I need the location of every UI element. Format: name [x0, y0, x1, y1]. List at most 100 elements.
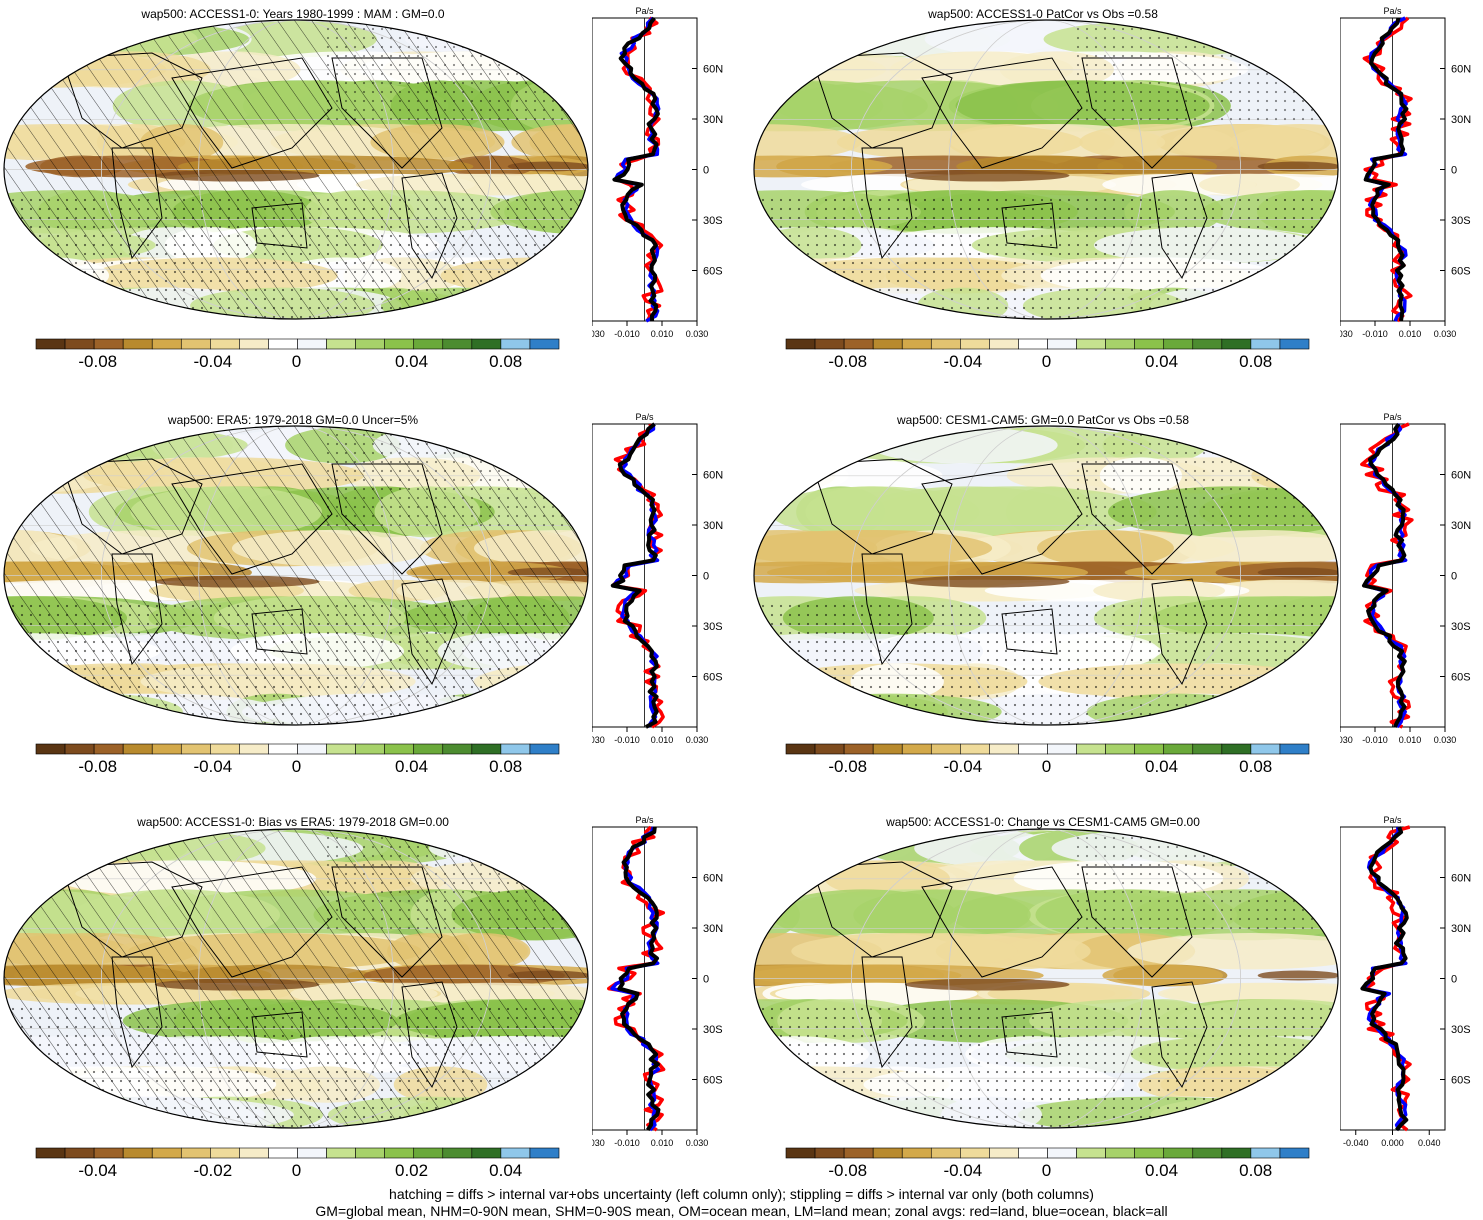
zonal-tick-label: -0.010	[614, 735, 640, 743]
colorbar-tick-label: -0.04	[193, 757, 233, 776]
panel-title-6: wap500: ACCESS1-0: Change vs CESM1-CAM5 …	[886, 815, 1200, 829]
footer-line-2: GM=global mean, NHM=0-90N mean, SHM=0-90…	[315, 1203, 1168, 1219]
colorbar-tick-label: 0.04	[395, 352, 429, 371]
lat-label: 30S	[703, 1024, 723, 1036]
colorbar-tick-label: -0.04	[943, 757, 983, 776]
panel-title-2: wap500: ACCESS1-0 PatCor vs Obs =0.58	[928, 7, 1158, 21]
zonal-tick-label: -0.010	[614, 329, 640, 337]
zonal-tick-label: -0.030	[592, 1138, 605, 1146]
zonal-tick-label: 0.040	[1418, 1138, 1441, 1146]
zonal-tick-label: 0.030	[686, 1138, 709, 1146]
colorbar-tick-label: -0.08	[78, 352, 118, 371]
colorbar-6	[785, 1147, 1310, 1159]
colorbar-tick-label: -0.04	[193, 352, 233, 371]
zonal-unit-label: Pa/s	[635, 815, 654, 825]
zonal-unit-label: Pa/s	[635, 412, 654, 422]
colorbar-1	[35, 338, 560, 350]
colorbar-tick-label: 0.08	[1239, 1161, 1273, 1180]
colorbar-tick-label: -0.04	[78, 1161, 118, 1180]
zonal-tick-label: -0.010	[614, 1138, 640, 1146]
colorbar-tick-label: 0.04	[1145, 1161, 1179, 1180]
lat-label: 60S	[1451, 672, 1471, 684]
zonal-tick-label: -0.030	[592, 735, 605, 743]
zonal-tick-label: 0.030	[1434, 735, 1457, 743]
lat-label: 60N	[1451, 873, 1471, 885]
zonal-unit-label: Pa/s	[1383, 6, 1402, 16]
lat-label: 30N	[703, 520, 723, 532]
lat-label: 60S	[703, 266, 723, 278]
zonal-tick-label: -0.030	[1340, 329, 1353, 337]
zonal-tick-label: 0.010	[651, 735, 674, 743]
colorbar-2	[785, 338, 1310, 350]
zonal-tick-label: 0.030	[686, 735, 709, 743]
map-panel-2	[753, 19, 1339, 320]
zonal-mean-panel-6: Pa/s 60N 30N 0 30S 60S -0.040 0.000 0.040	[1340, 815, 1471, 1146]
colorbar-tick-label: -0.08	[78, 757, 118, 776]
colorbar-tick-label: 0	[1041, 757, 1052, 776]
colorbar-tick-label: 0	[291, 352, 302, 371]
zonal-tick-label: -0.040	[1343, 1138, 1369, 1146]
map-panel-6	[753, 828, 1339, 1129]
lat-label: 30S	[1451, 215, 1471, 227]
colorbar-tick-label: 0.04	[489, 1161, 523, 1180]
lat-label: 30S	[703, 621, 723, 633]
colorbar-tick-label: 0.04	[395, 757, 429, 776]
lat-label: 30N	[703, 114, 723, 126]
panel-title-3: wap500: ERA5: 1979-2018 GM=0.0 Uncer=5%	[167, 413, 419, 427]
lat-label: 0	[1451, 571, 1457, 583]
lat-label: 30S	[703, 215, 723, 227]
lat-label: 0	[703, 165, 709, 177]
lat-label: 30N	[1451, 520, 1471, 532]
zonal-unit-label: Pa/s	[635, 6, 654, 16]
colorbar-5	[35, 1147, 560, 1159]
colorbar-tick-label: 0.04	[1145, 352, 1179, 371]
zonal-tick-label: -0.030	[1340, 735, 1353, 743]
lat-label: 0	[703, 974, 709, 986]
panel-title-1: wap500: ACCESS1-0: Years 1980-1999 : MAM…	[141, 7, 445, 21]
colorbar-tick-label: -0.08	[828, 1161, 868, 1180]
map-panel-5	[3, 828, 589, 1129]
colorbar-tick-label: 0	[291, 1161, 302, 1180]
zonal-mean-panel-2: Pa/s 60N 30N 0 30S 60S -0.030 -0.010 0.010 0.030	[1340, 6, 1471, 337]
zonal-tick-label: -0.010	[1362, 735, 1388, 743]
zonal-mean-panel-1: Pa/s 60N 30N 0 30S 60S -0.030 -0.010 0.010 0.030	[592, 6, 723, 337]
map-panel-3	[3, 425, 589, 726]
zonal-tick-label: 0.010	[1399, 329, 1422, 337]
zonal-tick-label: 0.000	[1381, 1138, 1404, 1146]
colorbar-tick-label: -0.08	[828, 757, 868, 776]
map-panel-4	[753, 425, 1339, 726]
zonal-unit-label: Pa/s	[1383, 815, 1402, 825]
colorbar-tick-label: 0.08	[1239, 757, 1273, 776]
lat-label: 0	[703, 571, 709, 583]
zonal-mean-panel-5: Pa/s 60N 30N 0 30S 60S -0.030 -0.010 0.010 0.030	[592, 815, 723, 1146]
footer-line-1: hatching = diffs > internal var+obs unce…	[389, 1186, 1094, 1202]
map-panel-1	[3, 19, 589, 320]
colorbar-tick-label: 0	[1041, 352, 1052, 371]
zonal-mean-panel-4: Pa/s 60N 30N 0 30S 60S -0.030 -0.010 0.010 0.030	[1340, 412, 1471, 743]
colorbar-tick-label: 0.08	[1239, 352, 1273, 371]
colorbar-tick-label: 0.02	[395, 1161, 429, 1180]
lat-label: 30S	[1451, 621, 1471, 633]
zonal-mean-panel-3: Pa/s 60N 30N 0 30S 60S -0.030 -0.010 0.010 0.030	[592, 412, 723, 743]
zonal-tick-label: 0.010	[651, 329, 674, 337]
colorbar-tick-label: 0	[1041, 1161, 1052, 1180]
lat-label: 30S	[1451, 1024, 1471, 1036]
lat-label: 60N	[703, 470, 723, 482]
lat-label: 0	[1451, 165, 1457, 177]
colorbar-3	[35, 743, 560, 755]
lat-label: 60N	[1451, 470, 1471, 482]
colorbar-tick-label: -0.08	[828, 352, 868, 371]
lat-label: 30N	[1451, 923, 1471, 935]
zonal-tick-label: 0.030	[1434, 329, 1457, 337]
footer-legend: hatching = diffs > internal var+obs unce…	[0, 1186, 1483, 1220]
lat-label: 60S	[1451, 1075, 1471, 1087]
panel-title-5: wap500: ACCESS1-0: Bias vs ERA5: 1979-20…	[137, 815, 449, 829]
lat-label: 30N	[1451, 114, 1471, 126]
zonal-tick-label: -0.030	[592, 329, 605, 337]
colorbar-tick-label: -0.04	[943, 1161, 983, 1180]
lat-label: 60N	[1451, 64, 1471, 76]
lat-label: 60S	[703, 672, 723, 684]
colorbar-tick-label: 0.04	[1145, 757, 1179, 776]
zonal-tick-label: 0.010	[1399, 735, 1422, 743]
zonal-tick-label: -0.010	[1362, 329, 1388, 337]
